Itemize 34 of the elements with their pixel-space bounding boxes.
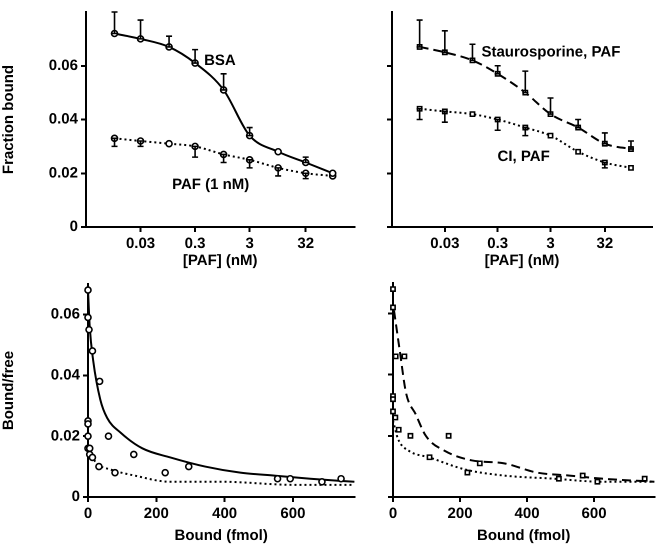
x-tick-label: 3	[546, 235, 555, 252]
x-tick-label: 0.3	[184, 235, 206, 252]
series-label: BSA	[204, 52, 236, 70]
y-tick-label: 0.02	[50, 427, 80, 444]
x-tick-label: 0	[388, 505, 398, 522]
x-tick-label: 0.03	[430, 235, 460, 252]
y-axis-title: Fraction bound	[0, 64, 18, 174]
x-axis-title: Bound (fmol)	[477, 527, 570, 544]
x-tick-label: 200	[448, 505, 473, 522]
x-axis-title: Bound (fmol)	[174, 527, 268, 544]
x-tick-label: 0	[84, 505, 92, 522]
y-tick-label: 0.06	[48, 56, 78, 74]
x-tick-label: 32	[596, 235, 614, 252]
x-tick-label: 3	[245, 235, 254, 252]
x-axis-title: [PAF] (nM)	[182, 252, 258, 270]
y-tick-label: 0.04	[50, 366, 81, 384]
y-tick-label: 0	[70, 218, 78, 236]
y-tick-label: 0.02	[48, 164, 78, 182]
x-tick-label: 600	[582, 505, 607, 522]
x-tick-label: 0.03	[126, 235, 156, 252]
x-tick-label: 0.3	[487, 235, 508, 252]
x-tick-label: 400	[212, 505, 238, 522]
series-label: PAF (1 nM)	[172, 176, 250, 193]
x-tick-label: 32	[297, 235, 314, 252]
series-label: Staurosporine, PAF	[481, 44, 620, 61]
y-tick-label: 0	[72, 488, 80, 506]
y-axis-title: Bound/free	[0, 350, 18, 430]
x-tick-label: 200	[144, 505, 169, 522]
y-tick-label: 0.06	[50, 306, 80, 323]
y-tick-label: 0.04	[48, 110, 79, 128]
series-label: CI, PAF	[498, 148, 550, 165]
x-tick-label: 600	[280, 505, 306, 522]
x-tick-label: 400	[514, 505, 540, 522]
x-axis-title: [PAF] (nM)	[484, 252, 560, 270]
